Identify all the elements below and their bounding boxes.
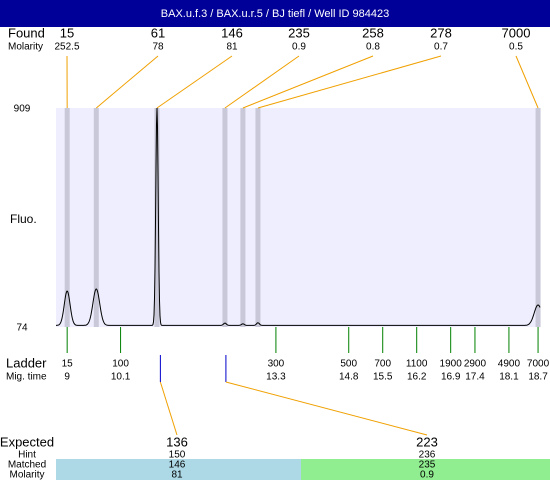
- peak-connector: [242, 55, 374, 109]
- ladder-size: 1900: [440, 359, 463, 370]
- peak-connector: [156, 55, 233, 109]
- expected-hint: 236: [419, 450, 436, 461]
- ladder-time: 16.9: [441, 372, 461, 383]
- peak-connector: [257, 55, 442, 109]
- ladder-time: 10.1: [111, 372, 131, 383]
- ladder-time: 18.7: [528, 372, 548, 383]
- matched-label: Matched: [8, 460, 46, 471]
- trace: [56, 107, 541, 326]
- found-size: 235: [288, 25, 310, 40]
- expected-matched: 235: [419, 460, 436, 471]
- ladder-time: 9: [64, 372, 70, 383]
- ladder-time: 13.3: [266, 372, 286, 383]
- expected-label: Expected: [0, 434, 54, 449]
- peak-connector: [224, 55, 300, 109]
- expected-molarity-label: Molarity: [9, 470, 44, 480]
- expected-matched: 146: [169, 460, 186, 471]
- expected-size: 223: [416, 434, 438, 449]
- expected-size: 136: [166, 434, 188, 449]
- ladder-size: 15: [62, 359, 74, 370]
- expected-connector: [159, 381, 178, 436]
- peak-connector: [515, 55, 539, 109]
- peak-band: [535, 108, 541, 327]
- peak-band: [222, 108, 228, 327]
- found-size: 278: [430, 25, 452, 40]
- found-size: 258: [362, 25, 384, 40]
- y-axis-label: Fluo.: [10, 212, 37, 226]
- ladder-time: 18.1: [499, 372, 519, 383]
- ladder-size: 700: [374, 359, 391, 370]
- peak-band: [240, 108, 246, 327]
- peak-band: [154, 108, 160, 327]
- ladder-size: 500: [340, 359, 357, 370]
- expected-connector: [225, 381, 428, 436]
- ladder-size: 4900: [498, 359, 521, 370]
- expected-hint: 150: [169, 450, 186, 461]
- match-band-2: [301, 459, 550, 480]
- found-molarity-label: Molarity: [8, 42, 43, 53]
- ladder-size: 1100: [406, 359, 428, 370]
- found-molarity: 0.5: [509, 42, 523, 53]
- match-band-1: [56, 459, 301, 480]
- ladder-time: 15.5: [373, 372, 393, 383]
- peak-band: [64, 108, 70, 327]
- hint-label: Hint: [18, 450, 36, 461]
- mig-time-label: Mig. time: [6, 372, 47, 383]
- ladder-size: 300: [268, 359, 285, 370]
- found-molarity: 81: [226, 42, 238, 53]
- ladder-label: Ladder: [6, 355, 47, 370]
- ladder-time: 16.2: [407, 372, 427, 383]
- found-molarity: 0.8: [366, 42, 380, 53]
- found-molarity: 252.5: [54, 42, 79, 53]
- expected-molarity: 0.9: [420, 470, 434, 480]
- peak-band: [255, 108, 261, 327]
- found-size: 15: [60, 25, 74, 40]
- found-molarity: 0.7: [434, 42, 448, 53]
- peak-connector: [95, 55, 159, 109]
- title-bar: [0, 0, 550, 27]
- peak-band: [93, 108, 99, 327]
- ladder-time: 14.8: [339, 372, 359, 383]
- ladder-size: 7000: [527, 359, 550, 370]
- title: BAX.u.f.3 / BAX.u.r.5 / BJ tiefl / Well …: [161, 8, 389, 20]
- found-size: 7000: [502, 25, 531, 40]
- found-molarity: 78: [152, 42, 164, 53]
- found-molarity: 0.9: [292, 42, 306, 53]
- plot-area: [56, 108, 540, 327]
- found-label: Found: [8, 25, 45, 40]
- ladder-time: 17.4: [465, 372, 485, 383]
- y-tick-label: 909: [14, 104, 31, 115]
- found-size: 146: [221, 25, 243, 40]
- ladder-size: 100: [112, 359, 129, 370]
- y-tick-label: 74: [16, 323, 28, 334]
- expected-molarity: 81: [171, 470, 183, 480]
- found-size: 61: [151, 25, 165, 40]
- ladder-size: 2900: [464, 359, 487, 370]
